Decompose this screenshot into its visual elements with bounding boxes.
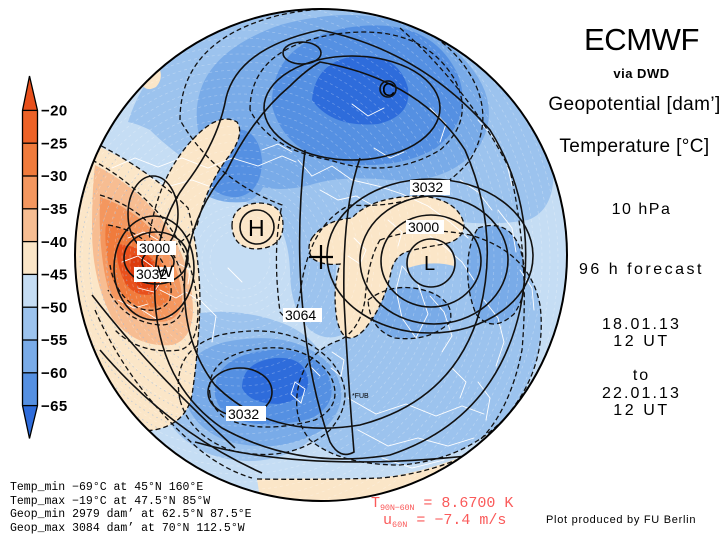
svg-text:3032: 3032: [136, 266, 167, 282]
svg-text:−60: −60: [41, 365, 68, 382]
svg-text:3064: 3064: [285, 307, 316, 323]
svg-text:H: H: [248, 215, 265, 241]
svg-text:3032: 3032: [228, 406, 259, 422]
svg-text:W: W: [157, 262, 173, 281]
svg-text:−55: −55: [41, 332, 68, 349]
svg-text:C: C: [382, 80, 395, 100]
svg-text:−65: −65: [41, 398, 68, 415]
svg-text:3032: 3032: [412, 179, 443, 195]
svg-text:−35: −35: [41, 201, 68, 218]
svg-text:−30: −30: [41, 168, 68, 185]
svg-text:*FUB: *FUB: [352, 393, 369, 400]
svg-text:−20: −20: [41, 103, 68, 120]
svg-text:3000: 3000: [139, 240, 170, 256]
svg-text:3000: 3000: [408, 219, 439, 235]
svg-text:−40: −40: [41, 234, 68, 251]
svg-text:L: L: [424, 253, 435, 275]
svg-text:−25: −25: [41, 135, 68, 152]
svg-text:−50: −50: [41, 299, 68, 316]
svg-text:−45: −45: [41, 267, 68, 284]
